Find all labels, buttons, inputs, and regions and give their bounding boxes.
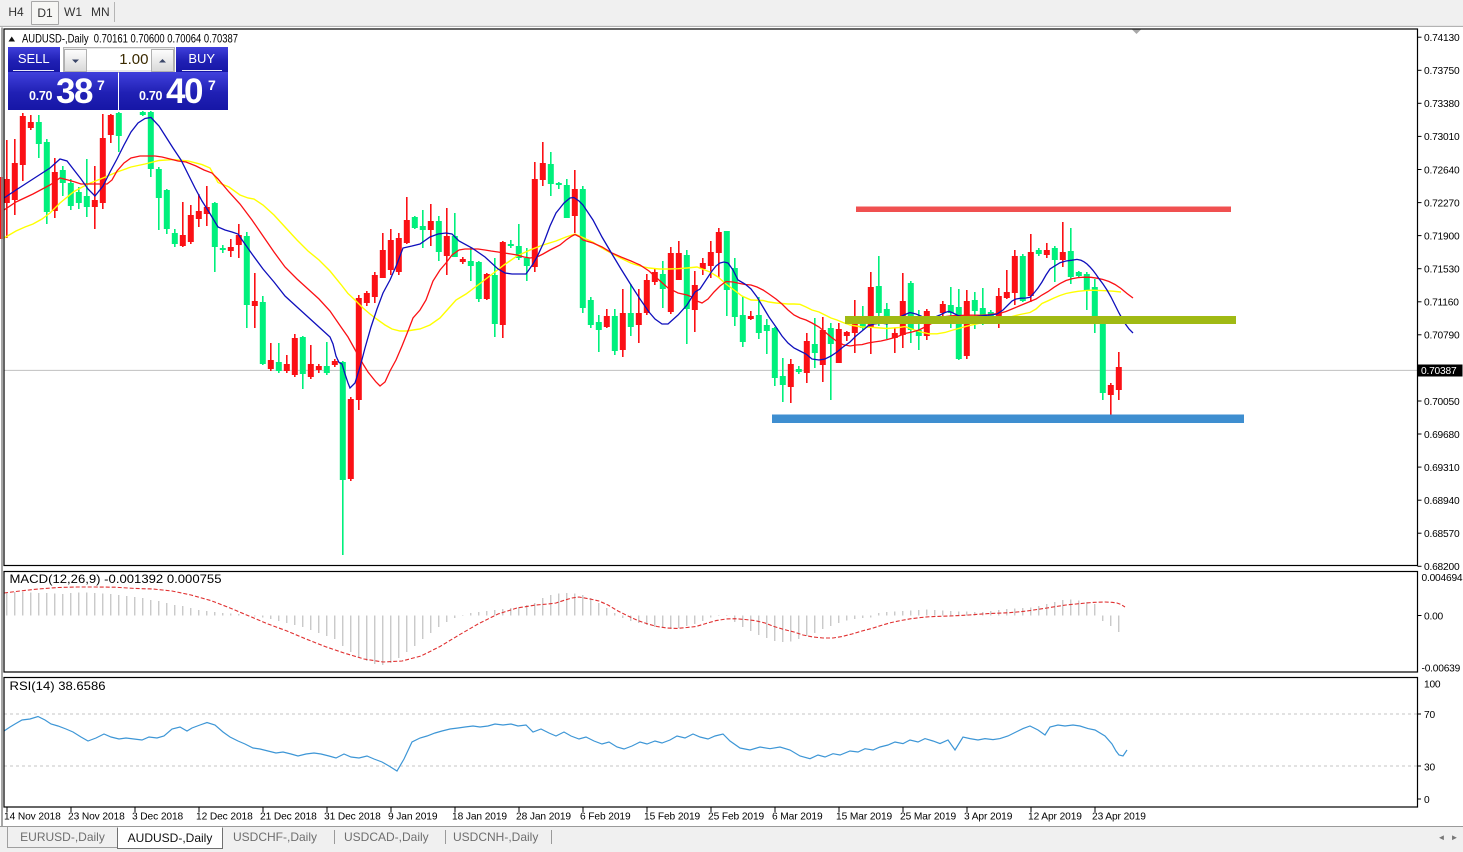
svg-text:25 Mar 2019: 25 Mar 2019 bbox=[900, 812, 957, 823]
svg-text:0: 0 bbox=[1424, 795, 1430, 806]
svg-text:RSI(14) 38.6586: RSI(14) 38.6586 bbox=[10, 679, 106, 693]
svg-text:6 Feb 2019: 6 Feb 2019 bbox=[580, 812, 631, 823]
svg-text:12 Dec 2018: 12 Dec 2018 bbox=[196, 812, 253, 823]
svg-text:25 Feb 2019: 25 Feb 2019 bbox=[708, 812, 765, 823]
svg-text:AUDUSD-,Daily 0.70161 0.70600: AUDUSD-,Daily 0.70161 0.70600 0.70064 0.… bbox=[22, 32, 238, 46]
svg-text:70: 70 bbox=[1424, 710, 1435, 721]
svg-text:0.69680: 0.69680 bbox=[1424, 430, 1460, 441]
svg-text:-0.00639: -0.00639 bbox=[1422, 664, 1461, 675]
svg-text:15 Mar 2019: 15 Mar 2019 bbox=[836, 812, 893, 823]
svg-text:21 Dec 2018: 21 Dec 2018 bbox=[260, 812, 317, 823]
svg-text:0.71530: 0.71530 bbox=[1424, 265, 1460, 276]
svg-text:0.68940: 0.68940 bbox=[1424, 496, 1460, 507]
svg-text:0.74130: 0.74130 bbox=[1424, 33, 1460, 44]
svg-text:0.68570: 0.68570 bbox=[1424, 529, 1460, 540]
svg-text:0.004694: 0.004694 bbox=[1422, 573, 1463, 584]
svg-text:31 Dec 2018: 31 Dec 2018 bbox=[324, 812, 381, 823]
svg-text:0.73750: 0.73750 bbox=[1424, 66, 1460, 77]
svg-text:100: 100 bbox=[1424, 680, 1441, 691]
svg-text:18 Jan 2019: 18 Jan 2019 bbox=[452, 812, 507, 823]
svg-text:0.70387: 0.70387 bbox=[1421, 366, 1457, 377]
svg-text:6 Mar 2019: 6 Mar 2019 bbox=[772, 812, 823, 823]
svg-text:3 Apr 2019: 3 Apr 2019 bbox=[964, 812, 1013, 823]
svg-text:15 Feb 2019: 15 Feb 2019 bbox=[644, 812, 701, 823]
svg-text:30: 30 bbox=[1424, 763, 1435, 774]
svg-text:3 Dec 2018: 3 Dec 2018 bbox=[132, 812, 184, 823]
svg-text:0.72270: 0.72270 bbox=[1424, 198, 1460, 209]
svg-text:0.70050: 0.70050 bbox=[1424, 397, 1460, 408]
svg-text:23 Apr 2019: 23 Apr 2019 bbox=[1092, 812, 1146, 823]
svg-text:0.69310: 0.69310 bbox=[1424, 463, 1460, 474]
svg-text:0.71160: 0.71160 bbox=[1424, 298, 1459, 309]
svg-text:0.72640: 0.72640 bbox=[1424, 165, 1460, 176]
svg-text:0.70790: 0.70790 bbox=[1424, 331, 1460, 342]
svg-text:28 Jan 2019: 28 Jan 2019 bbox=[516, 812, 571, 823]
svg-text:9 Jan 2019: 9 Jan 2019 bbox=[388, 812, 438, 823]
svg-text:MACD(12,26,9) -0.001392 0.0007: MACD(12,26,9) -0.001392 0.000755 bbox=[10, 572, 222, 586]
svg-text:23 Nov 2018: 23 Nov 2018 bbox=[68, 812, 125, 823]
svg-text:0.71900: 0.71900 bbox=[1424, 231, 1460, 242]
svg-text:0.73380: 0.73380 bbox=[1424, 99, 1460, 110]
svg-text:0.68200: 0.68200 bbox=[1424, 562, 1460, 573]
svg-text:0.00: 0.00 bbox=[1424, 611, 1444, 622]
svg-text:12 Apr 2019: 12 Apr 2019 bbox=[1028, 812, 1082, 823]
svg-text:14 Nov 2018: 14 Nov 2018 bbox=[4, 812, 61, 823]
svg-text:0.73010: 0.73010 bbox=[1424, 132, 1460, 143]
